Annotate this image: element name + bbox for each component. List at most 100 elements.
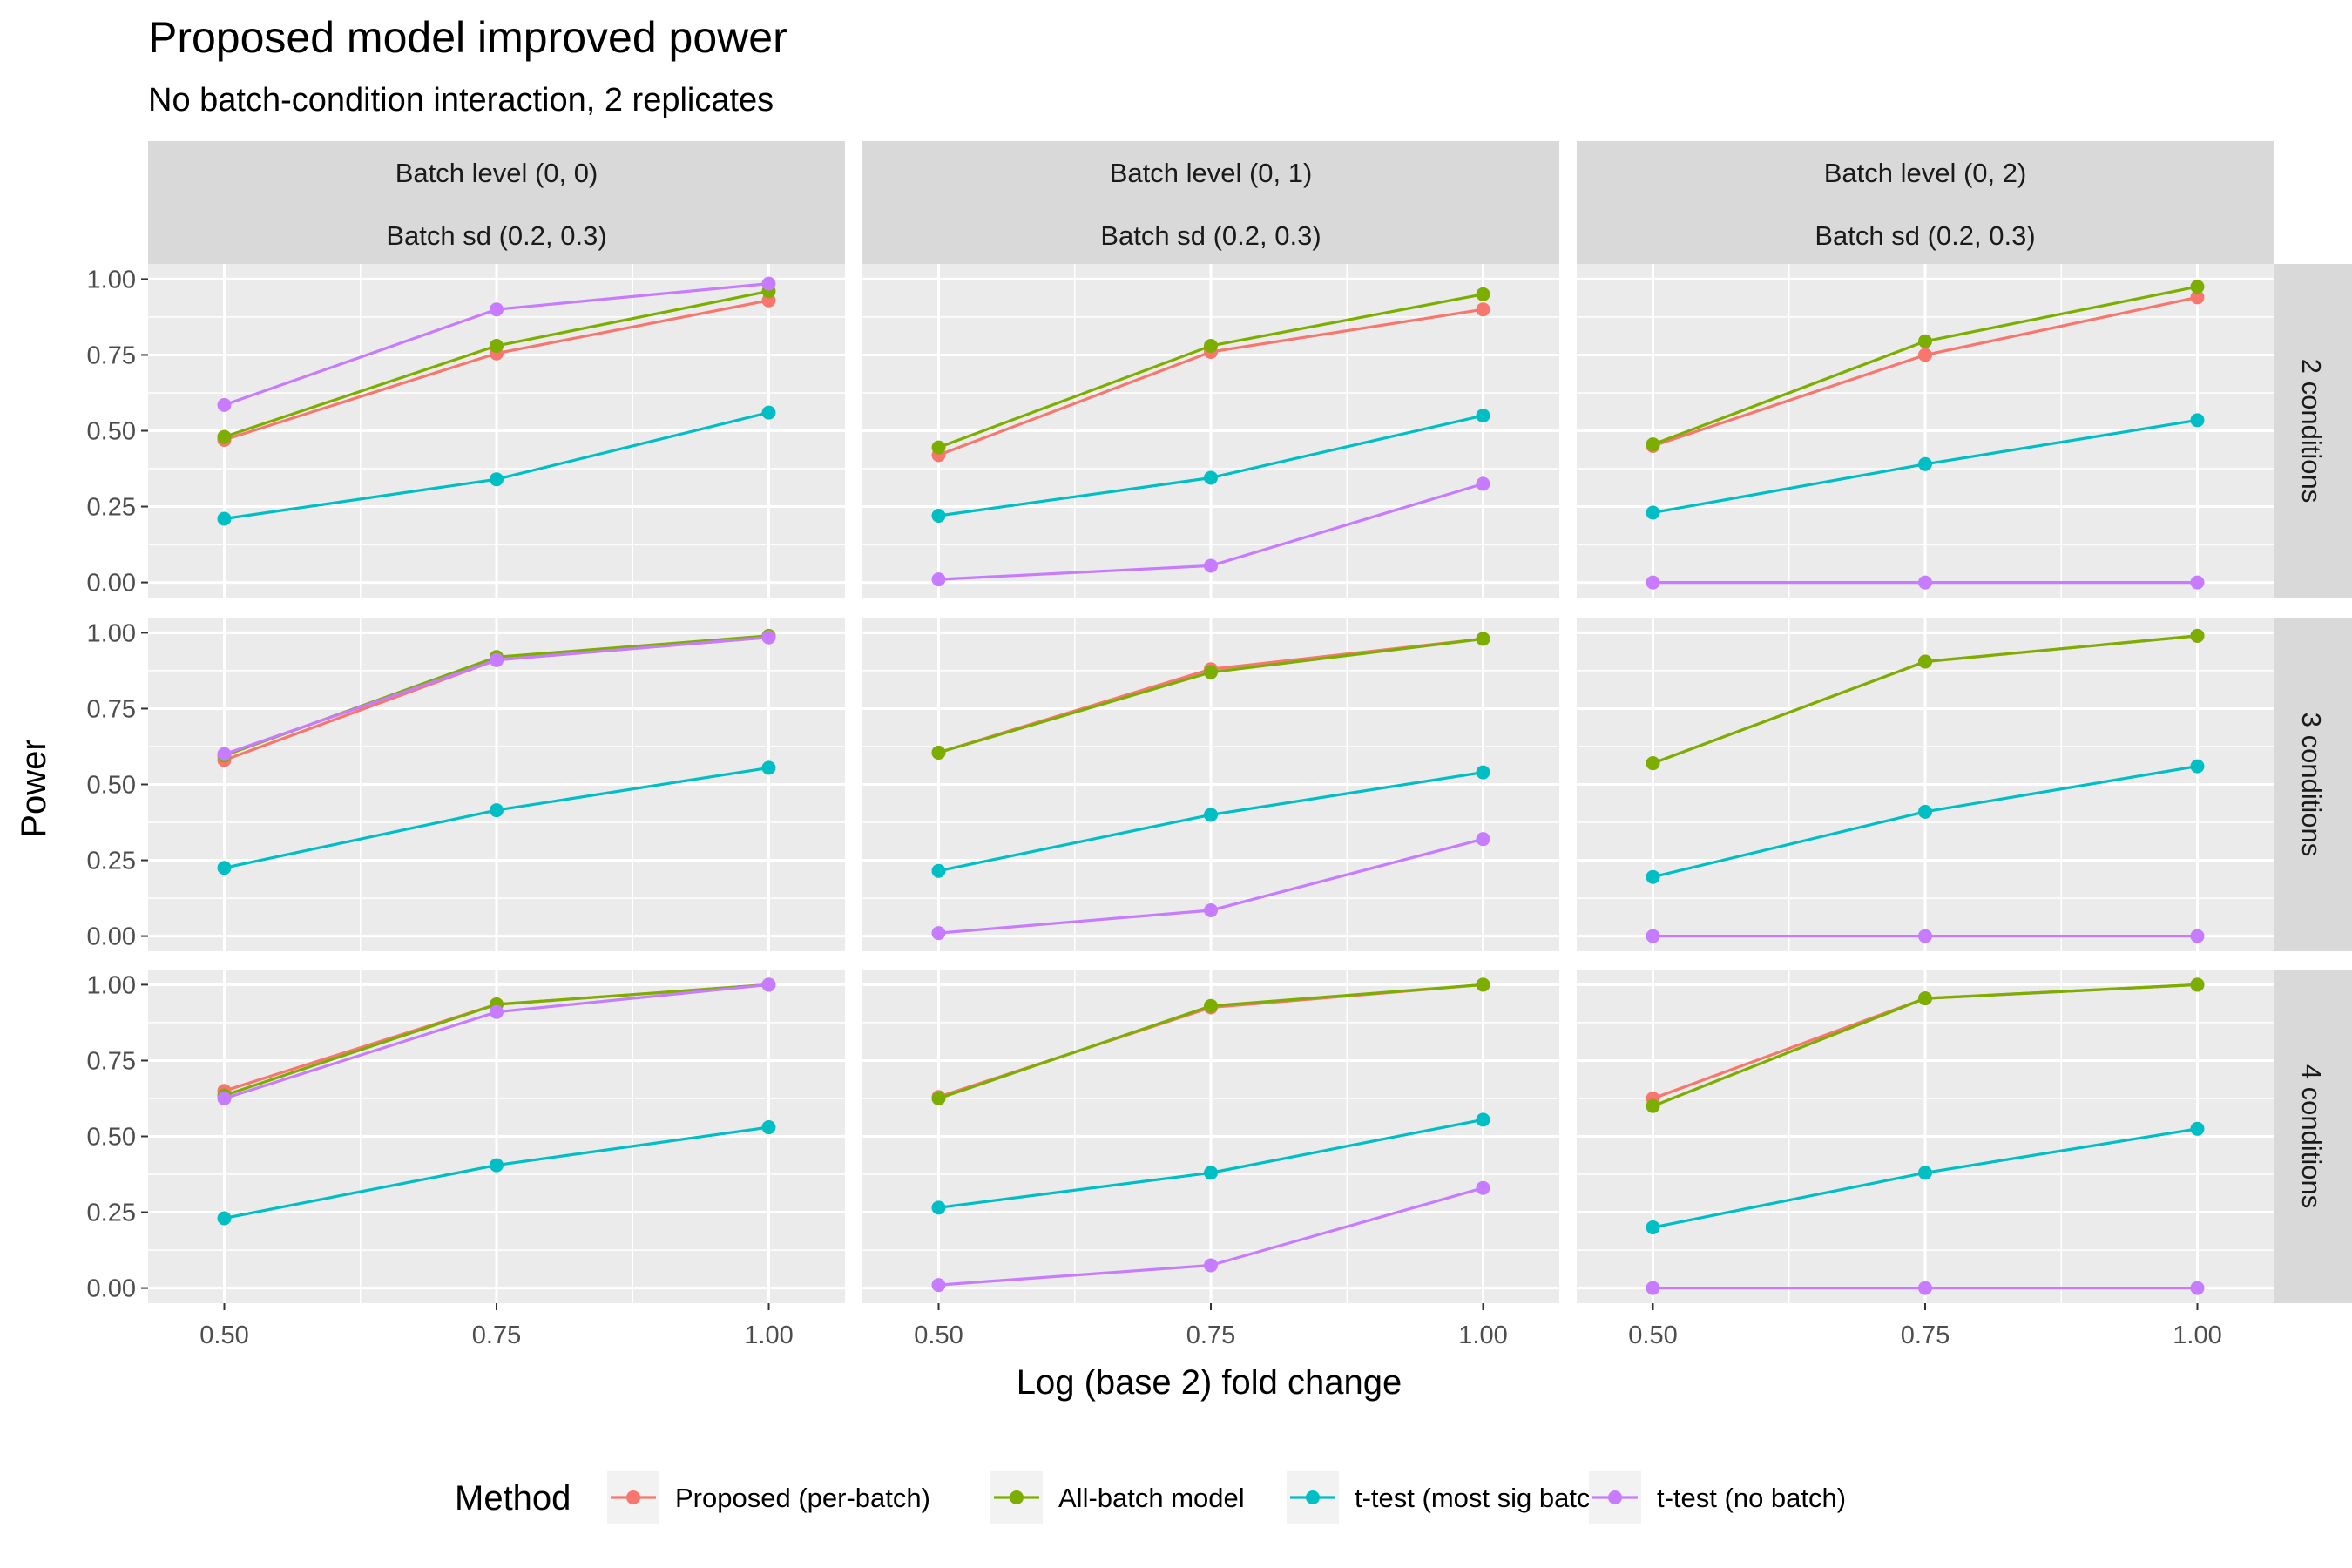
data-point [1204,1166,1218,1180]
column-strip-label: Batch level (0, 2) [1824,158,2027,188]
data-point [490,472,504,487]
data-point [490,1158,504,1173]
data-point [1646,1281,1660,1295]
y-tick-label: 0.75 [87,1047,136,1075]
row-strip-label: 2 conditions [2296,359,2327,503]
data-point [1476,287,1490,301]
data-point [1918,654,1932,669]
legend-key-point [1306,1490,1320,1504]
data-point [931,1278,946,1293]
data-point [931,1091,946,1105]
data-point [1646,756,1660,771]
data-point [1918,575,1932,590]
legend-key-point [1010,1490,1024,1504]
data-point [2190,1121,2205,1136]
data-point [1476,977,1490,992]
y-tick-label: 0.25 [87,1200,136,1227]
data-point [1476,1180,1490,1195]
data-point [2190,977,2205,992]
data-point [2190,413,2205,428]
y-tick-label: 0.75 [87,341,136,369]
data-point [490,1004,504,1019]
data-point [217,861,232,875]
data-point [1918,991,1932,1006]
data-point [1476,1112,1490,1127]
row-strip [2270,970,2352,1303]
data-point [490,803,504,818]
x-tick-label: 0.50 [199,1321,248,1349]
data-point [490,652,504,667]
column-strip-bottom [862,204,1559,267]
row-strip-label: 3 conditions [2296,713,2327,856]
y-tick-label: 0.50 [87,418,136,446]
data-point [1918,348,1932,362]
data-point [761,630,776,645]
data-point [2190,290,2205,305]
data-point [217,747,232,761]
column-strip-label: Batch level (0, 0) [395,158,598,188]
data-point [1646,929,1660,943]
data-point [1918,929,1932,943]
row-strip [2270,264,2352,598]
y-tick-label: 0.00 [87,570,136,598]
x-tick-label: 0.50 [914,1321,963,1349]
row-strip [2270,618,2352,951]
data-point [931,508,946,523]
legend-entry-label: All-batch model [1058,1483,1245,1513]
data-point [1476,409,1490,423]
data-point [490,302,504,317]
y-tick-label: 0.50 [87,772,136,800]
column-strip-bottom [148,204,845,267]
data-point [761,276,776,291]
legend-key-point [1608,1490,1622,1504]
data-point [931,440,946,455]
data-point [1204,902,1218,917]
data-point [761,1120,776,1135]
x-axis-title: Log (base 2) fold change [1017,1363,1402,1402]
data-point [217,1091,232,1105]
legend-entry-label: t-test (most sig batch) [1355,1483,1614,1513]
x-tick-label: 1.00 [744,1321,793,1349]
data-point [2190,759,2205,774]
data-point [1476,476,1490,491]
data-point [931,926,946,941]
data-point [931,1200,946,1215]
x-tick-label: 0.75 [472,1321,521,1349]
data-point [761,760,776,775]
data-point [2190,280,2205,294]
column-strip-bottom [1577,204,2274,267]
data-point [2190,628,2205,643]
data-point [2190,929,2205,943]
data-point [1204,470,1218,485]
data-point [1204,558,1218,573]
y-tick-label: 0.25 [87,848,136,875]
legend-key-point [626,1490,640,1504]
legend-entry-label: Proposed (per-batch) [675,1483,930,1513]
data-point [217,1211,232,1226]
data-point [1646,1220,1660,1234]
data-point [761,405,776,420]
column-strip-top [862,141,1559,204]
y-tick-label: 0.00 [87,923,136,951]
y-axis-title: Power [15,739,53,837]
data-point [1476,302,1490,317]
data-point [1646,437,1660,452]
x-tick-label: 0.50 [1628,1321,1677,1349]
data-point [490,339,504,354]
data-point [217,511,232,526]
x-tick-label: 0.75 [1901,1321,1950,1349]
x-tick-label: 1.00 [1458,1321,1507,1349]
data-point [931,863,946,878]
row-strip-label: 4 conditions [2296,1064,2327,1208]
y-tick-label: 1.00 [87,619,136,647]
data-point [1476,765,1490,780]
data-point [2190,575,2205,590]
data-point [1918,334,1932,348]
column-strip-top [148,141,845,204]
data-point [1918,1166,1932,1180]
y-tick-label: 0.00 [87,1275,136,1303]
data-point [1204,1258,1218,1273]
data-point [1918,1281,1932,1295]
